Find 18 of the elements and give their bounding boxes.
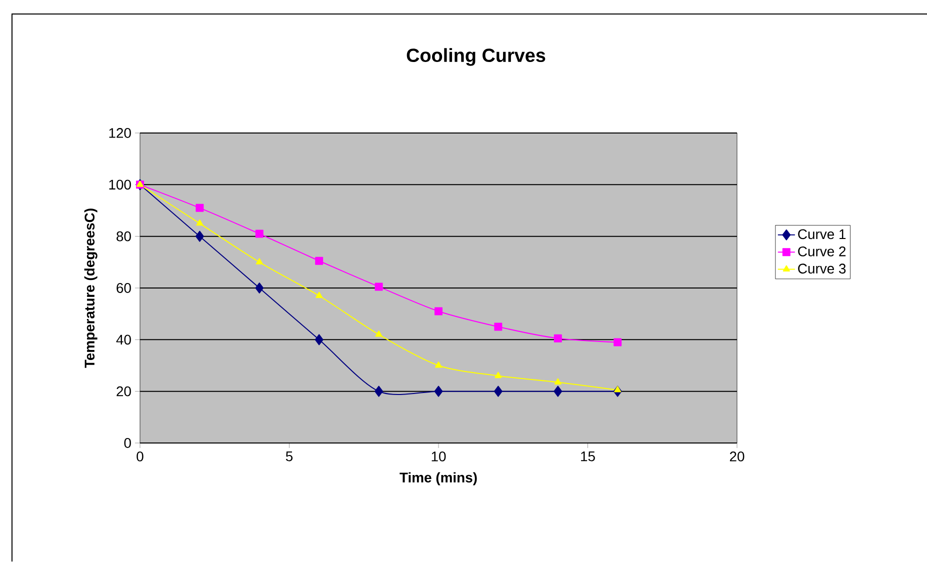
y-tick-label: 60: [116, 283, 131, 293]
x-tick-label: 20: [730, 452, 744, 462]
x-axis-title: Time (mins): [400, 472, 477, 486]
legend-label: Curve 2: [798, 246, 846, 256]
y-tick-label: 100: [109, 180, 131, 190]
y-tick-label: 80: [116, 231, 131, 242]
legend-label: Curve 1: [798, 229, 846, 240]
y-axis-title: Temperature (degreesC): [84, 208, 98, 368]
chart-title: Cooling Curves: [406, 48, 546, 66]
x-tick-label: 15: [581, 452, 595, 462]
y-tick-label: 40: [116, 334, 131, 345]
legend-label: Curve 3: [798, 264, 846, 274]
y-tick-label: 20: [116, 386, 131, 396]
x-tick-label: 10: [432, 452, 446, 462]
x-tick-label: 5: [286, 452, 293, 462]
x-tick-label: 0: [136, 452, 144, 462]
y-tick-label: 0: [124, 438, 131, 448]
y-tick-label: 120: [109, 128, 131, 138]
